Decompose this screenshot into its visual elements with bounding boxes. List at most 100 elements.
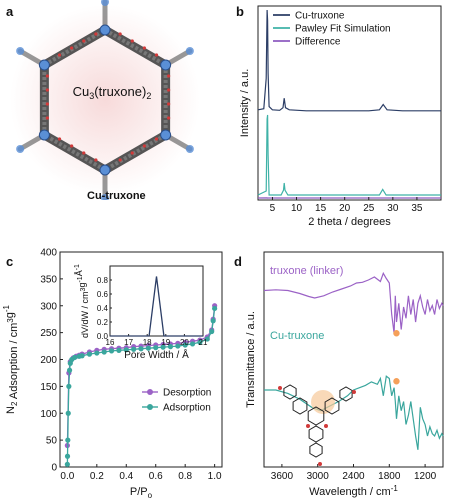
oxygen-atom	[70, 46, 74, 50]
legend-label-0: Desorption	[163, 388, 211, 399]
ring-outer-bottom	[309, 442, 323, 458]
series-point-1	[189, 341, 196, 347]
x-tick-label-0: 0.0	[60, 471, 74, 482]
inset-x-tick-label-4: 20	[180, 338, 189, 347]
oxygen-atom	[45, 88, 49, 92]
copper-node-outer	[101, 0, 109, 6]
oxygen-atom	[118, 158, 122, 162]
oxygen-atom-2	[318, 462, 322, 466]
y-axis-label: N2 Adsorption / cm3g-1	[2, 304, 20, 414]
series-point-1	[64, 453, 71, 459]
y-axis-label: Intensity / a.u.	[239, 69, 251, 137]
oxygen-atom	[130, 39, 134, 43]
y-tick-label-1: 50	[46, 436, 58, 447]
framework-strand-detail	[104, 133, 167, 172]
oxygen-atom	[118, 32, 122, 36]
x-tick-label-2: 2400	[342, 471, 365, 482]
copper-node-outer	[16, 47, 25, 55]
inset-x-tick-label-1: 17	[124, 338, 133, 347]
series-point-1	[123, 347, 129, 353]
copper-node	[160, 59, 172, 71]
oxygen-atom	[142, 46, 146, 50]
copper-node-outer	[101, 194, 109, 200]
x-tick-label-0: 3600	[271, 471, 294, 482]
inset-x-tick-label-0: 16	[106, 338, 115, 347]
series-point-1	[167, 344, 174, 350]
copper-node	[38, 129, 50, 141]
panel-letter-b: b	[236, 4, 244, 19]
oxygen-atom-1	[352, 390, 356, 394]
inset-y-tick-label-0: 0.0	[97, 332, 109, 341]
copper-node	[99, 164, 111, 176]
series-point-1	[79, 353, 85, 359]
oxygen-atom	[94, 32, 98, 36]
carbonyl-marker-1	[393, 378, 400, 385]
series-point-1	[210, 318, 216, 324]
series-line-0	[257, 9, 441, 112]
framework-caption: Cu-truxone	[87, 190, 146, 202]
copper-node-outer	[185, 145, 194, 153]
oxygen-atom	[167, 102, 171, 106]
series-line-1	[257, 114, 441, 196]
y-tick-label-2: 100	[40, 409, 57, 420]
oxygen-atom	[167, 88, 171, 92]
series-point-1	[138, 346, 144, 352]
oxygen-atom	[154, 137, 159, 141]
series-point-1	[64, 461, 70, 467]
y-tick-label-4: 200	[40, 355, 57, 366]
series-point-1	[212, 305, 218, 312]
series-point-1	[65, 437, 71, 443]
inset-y-tick-label-1: 0.2	[97, 318, 109, 327]
x-tick-label-5: 30	[387, 203, 399, 214]
x-tick-label-1: 3000	[307, 471, 330, 482]
copper-node	[38, 59, 50, 71]
legend-label-0: Cu-truxone	[295, 11, 345, 22]
oxygen-atom	[82, 39, 86, 43]
oxygen-atom	[70, 144, 74, 148]
legend-label-2: Difference	[295, 37, 341, 48]
series-point-1	[160, 344, 166, 350]
framework-strand-detail	[43, 28, 107, 67]
x-tick-label-2: 0.4	[119, 471, 133, 482]
panel-d-ir-spectra-chart: truxone (linker) Cu-truxone 3600 3000 2400 18…	[245, 251, 444, 498]
series-point-1	[66, 383, 72, 389]
series-point-1	[65, 410, 71, 416]
series-point-1	[116, 347, 122, 353]
series-point-1	[108, 348, 115, 354]
framework-strand-detail	[104, 28, 167, 67]
series-point-1	[175, 343, 181, 349]
oxygen-atom-3	[306, 424, 310, 428]
copper-node-outer	[16, 145, 25, 153]
inset-y-tick-label-2: 0.4	[97, 304, 109, 313]
x-axis-label: Wavelength / cm-1	[309, 484, 398, 498]
panel-b-pxrd-chart: 5 10 15 20 25 30 35 2 theta / degrees Intensity …	[239, 5, 442, 228]
panel-c-n2-isotherm-chart: 0 50 100 150 200 250 300 350 400 0.0 0.2 0.4 0.6 0.8 1…	[2, 248, 223, 500]
highlight-glow	[311, 390, 335, 414]
series-point-1	[209, 328, 215, 335]
copper-node	[160, 129, 172, 141]
ring-left	[292, 397, 308, 415]
oxygen-atom	[45, 102, 49, 106]
x-tick-label-3: 1800	[378, 471, 401, 482]
inset-x-tick-label-5: 21	[199, 338, 208, 347]
y-tick-label-3: 150	[40, 382, 57, 393]
oxygen-atom	[142, 144, 146, 148]
y-tick-label-6: 300	[40, 301, 57, 312]
inset-x-tick-label-3: 19	[161, 338, 170, 347]
series-line-0	[263, 271, 444, 334]
series-point-1	[86, 351, 93, 357]
legend-label-1: Adsorption	[163, 403, 211, 414]
series-point-1	[72, 354, 78, 360]
series-point-1	[182, 342, 188, 348]
plot-frame	[257, 5, 442, 201]
y-tick-label-5: 250	[40, 328, 57, 339]
oxygen-atom	[57, 53, 62, 57]
x-tick-label-3: 20	[339, 203, 351, 214]
inset-x-axis-label: Pore Width / Å	[124, 348, 189, 361]
oxygen-atom	[130, 151, 134, 155]
panel-letter-a: a	[6, 4, 14, 19]
oxygen-atom	[154, 53, 159, 57]
legend-marker-0	[147, 389, 153, 395]
ring-bottom	[308, 425, 324, 443]
oxygen-atom	[57, 137, 62, 141]
